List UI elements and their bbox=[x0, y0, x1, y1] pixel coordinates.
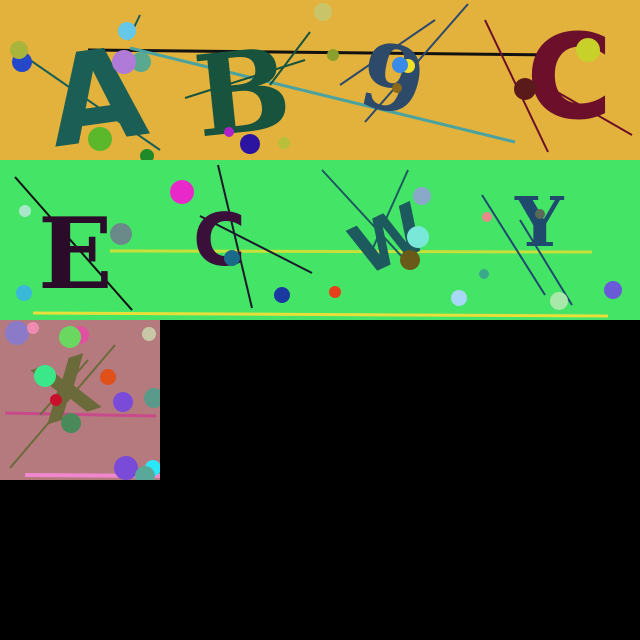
noise-dot bbox=[392, 57, 408, 73]
noise-dot bbox=[10, 41, 28, 59]
noise-dot bbox=[604, 281, 622, 299]
noise-line bbox=[519, 219, 573, 306]
noise-dot bbox=[407, 226, 429, 248]
noise-dot bbox=[144, 388, 160, 408]
noise-line bbox=[481, 194, 546, 296]
noise-line bbox=[217, 164, 253, 309]
noise-dot bbox=[113, 392, 133, 412]
captcha-tile-top: A B 9 C bbox=[0, 0, 640, 160]
noise-dot bbox=[479, 269, 489, 279]
captcha-tile-bottom: X bbox=[0, 320, 160, 480]
noise-dot bbox=[451, 290, 467, 306]
noise-dot bbox=[61, 413, 81, 433]
noise-dot bbox=[482, 212, 492, 222]
noise-dot bbox=[50, 394, 62, 406]
captcha-glyph: C bbox=[193, 198, 246, 282]
noise-dot bbox=[327, 49, 339, 61]
noise-dot bbox=[240, 134, 260, 154]
noise-dot bbox=[112, 50, 136, 74]
noise-line bbox=[29, 59, 161, 151]
noise-dot bbox=[5, 321, 29, 345]
noise-dot bbox=[142, 327, 156, 341]
noise-line bbox=[32, 311, 609, 318]
noise-dot bbox=[550, 292, 568, 310]
noise-dot bbox=[274, 287, 290, 303]
noise-line bbox=[109, 249, 593, 254]
noise-dot bbox=[400, 250, 420, 270]
noise-dot bbox=[329, 286, 341, 298]
noise-dot bbox=[392, 83, 402, 93]
noise-dot bbox=[27, 322, 39, 334]
noise-dot bbox=[170, 180, 194, 204]
noise-line bbox=[544, 84, 633, 136]
noise-dot bbox=[224, 250, 240, 266]
captcha-image-1: A B 9 C bbox=[0, 0, 640, 160]
noise-dot bbox=[514, 78, 536, 100]
noise-dot bbox=[100, 369, 116, 385]
noise-dot bbox=[131, 52, 151, 72]
noise-dot bbox=[88, 127, 112, 151]
noise-line bbox=[199, 215, 313, 274]
noise-line bbox=[14, 176, 133, 311]
noise-dot bbox=[278, 137, 290, 149]
noise-line bbox=[129, 46, 516, 144]
noise-dot bbox=[110, 223, 132, 245]
noise-dot bbox=[135, 466, 155, 480]
noise-line bbox=[269, 31, 311, 86]
noise-line bbox=[371, 169, 409, 251]
noise-line bbox=[9, 344, 116, 469]
noise-dot bbox=[314, 3, 332, 21]
noise-dot bbox=[118, 22, 136, 40]
noise-line bbox=[4, 411, 157, 418]
captcha-image-3: X bbox=[0, 320, 160, 480]
noise-dot bbox=[59, 326, 81, 348]
noise-line bbox=[87, 48, 561, 57]
captcha-glyph: Y bbox=[514, 183, 565, 263]
noise-dot bbox=[114, 456, 138, 480]
noise-line bbox=[39, 359, 89, 416]
captcha-glyph: C bbox=[526, 8, 613, 146]
noise-dot bbox=[34, 365, 56, 387]
noise-dot bbox=[413, 187, 431, 205]
noise-dot bbox=[535, 209, 545, 219]
noise-line bbox=[339, 19, 436, 86]
captcha-glyph: E bbox=[38, 197, 113, 312]
noise-dot bbox=[16, 285, 32, 301]
tile-background bbox=[0, 320, 160, 480]
captcha-image-2: E C W Y bbox=[0, 160, 640, 320]
noise-dot bbox=[140, 149, 154, 160]
noise-dot bbox=[19, 205, 31, 217]
noise-line bbox=[321, 169, 406, 261]
noise-line bbox=[364, 3, 469, 123]
captcha-tile-middle: E C W Y bbox=[0, 160, 640, 320]
noise-dot bbox=[576, 38, 600, 62]
noise-dot bbox=[224, 127, 234, 137]
